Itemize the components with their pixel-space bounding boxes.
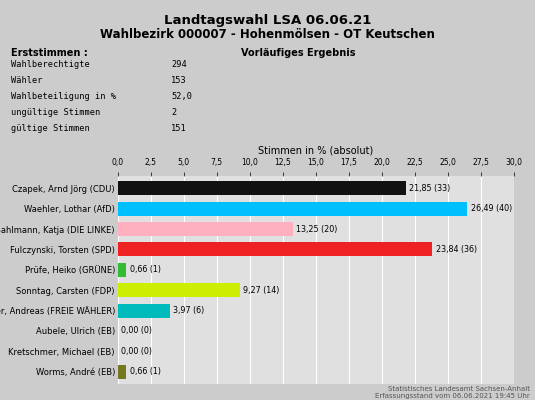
- Text: Wahlbeteiligung in %: Wahlbeteiligung in %: [11, 92, 116, 101]
- Text: 52,0: 52,0: [171, 92, 192, 101]
- Text: Erststimmen :: Erststimmen :: [11, 48, 87, 58]
- Text: gültige Stimmen: gültige Stimmen: [11, 124, 89, 133]
- Text: 153: 153: [171, 76, 187, 85]
- Text: 0,66 (1): 0,66 (1): [129, 367, 160, 376]
- Text: Statistisches Landesamt Sachsen-Anhalt
Erfassungsstand vom 06.06.2021 19:45 Uhr: Statistisches Landesamt Sachsen-Anhalt E…: [375, 386, 530, 399]
- Bar: [118, 202, 467, 216]
- Text: Wähler: Wähler: [11, 76, 42, 85]
- Text: ungültige Stimmen: ungültige Stimmen: [11, 108, 100, 117]
- Text: 3,97 (6): 3,97 (6): [173, 306, 205, 315]
- Text: 23,84 (36): 23,84 (36): [435, 245, 477, 254]
- Bar: [118, 242, 432, 256]
- Text: 0,00 (0): 0,00 (0): [121, 326, 152, 336]
- Bar: [118, 304, 170, 318]
- Bar: [118, 222, 293, 236]
- X-axis label: Stimmen in % (absolut): Stimmen in % (absolut): [258, 146, 373, 156]
- Text: 0,66 (1): 0,66 (1): [129, 265, 160, 274]
- Text: Landtagswahl LSA 06.06.21: Landtagswahl LSA 06.06.21: [164, 14, 371, 27]
- Text: 151: 151: [171, 124, 187, 133]
- Bar: [118, 283, 240, 297]
- Text: 294: 294: [171, 60, 187, 69]
- Text: Wahlberechtigte: Wahlberechtigte: [11, 60, 89, 69]
- Text: 26,49 (40): 26,49 (40): [471, 204, 512, 213]
- Text: Vorläufiges Ergebnis: Vorläufiges Ergebnis: [241, 48, 355, 58]
- Text: 0,00 (0): 0,00 (0): [121, 347, 152, 356]
- Bar: [118, 263, 126, 277]
- Text: 13,25 (20): 13,25 (20): [296, 224, 337, 234]
- Text: Wahlbezirk 000007 - Hohenmölsen - OT Keutschen: Wahlbezirk 000007 - Hohenmölsen - OT Keu…: [100, 28, 435, 41]
- Bar: [118, 181, 406, 195]
- Bar: [118, 365, 126, 379]
- Text: 2: 2: [171, 108, 177, 117]
- Text: 21,85 (33): 21,85 (33): [409, 184, 450, 193]
- Text: 9,27 (14): 9,27 (14): [243, 286, 280, 295]
